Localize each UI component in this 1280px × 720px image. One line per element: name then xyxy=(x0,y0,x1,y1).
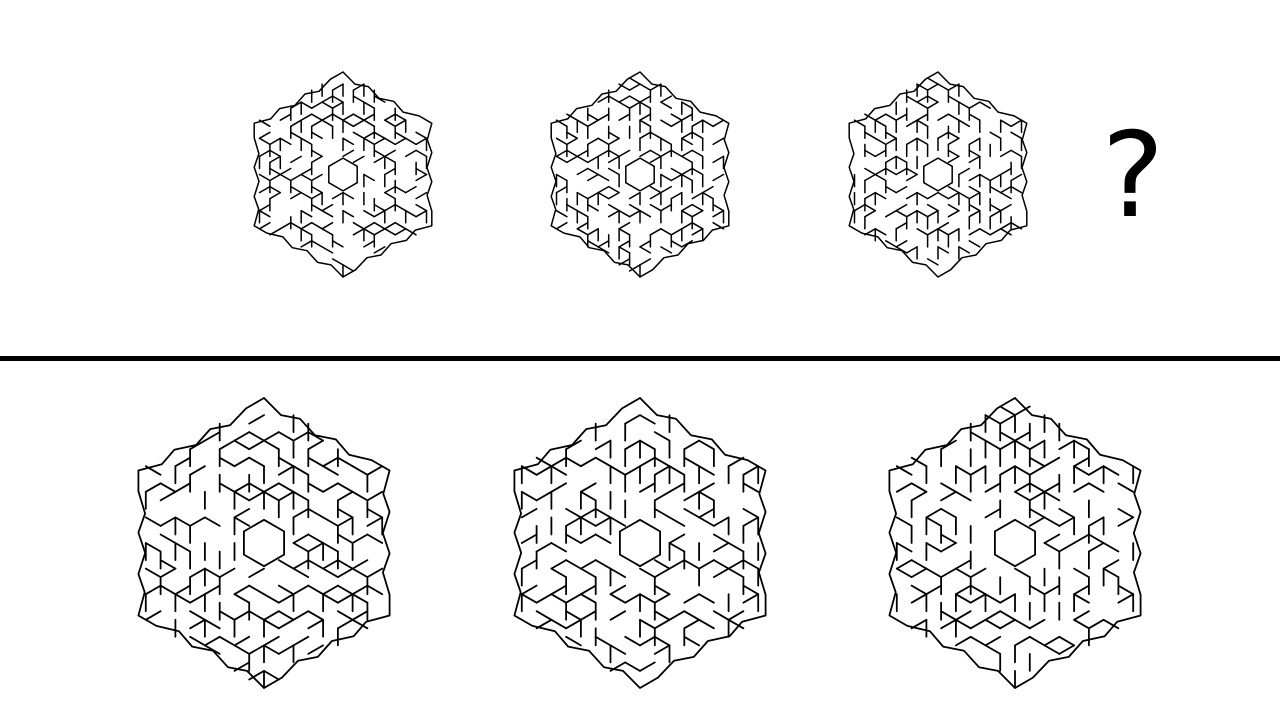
option-maze-2[interactable] xyxy=(492,397,788,689)
sequence-maze-3 xyxy=(833,71,1043,278)
option-maze-1[interactable] xyxy=(116,397,412,689)
question-mark: ? xyxy=(1101,106,1165,244)
sequence-maze-2 xyxy=(535,71,745,278)
divider-line xyxy=(0,356,1280,361)
option-maze-3[interactable] xyxy=(867,397,1163,689)
sequence-maze-1 xyxy=(238,71,448,278)
